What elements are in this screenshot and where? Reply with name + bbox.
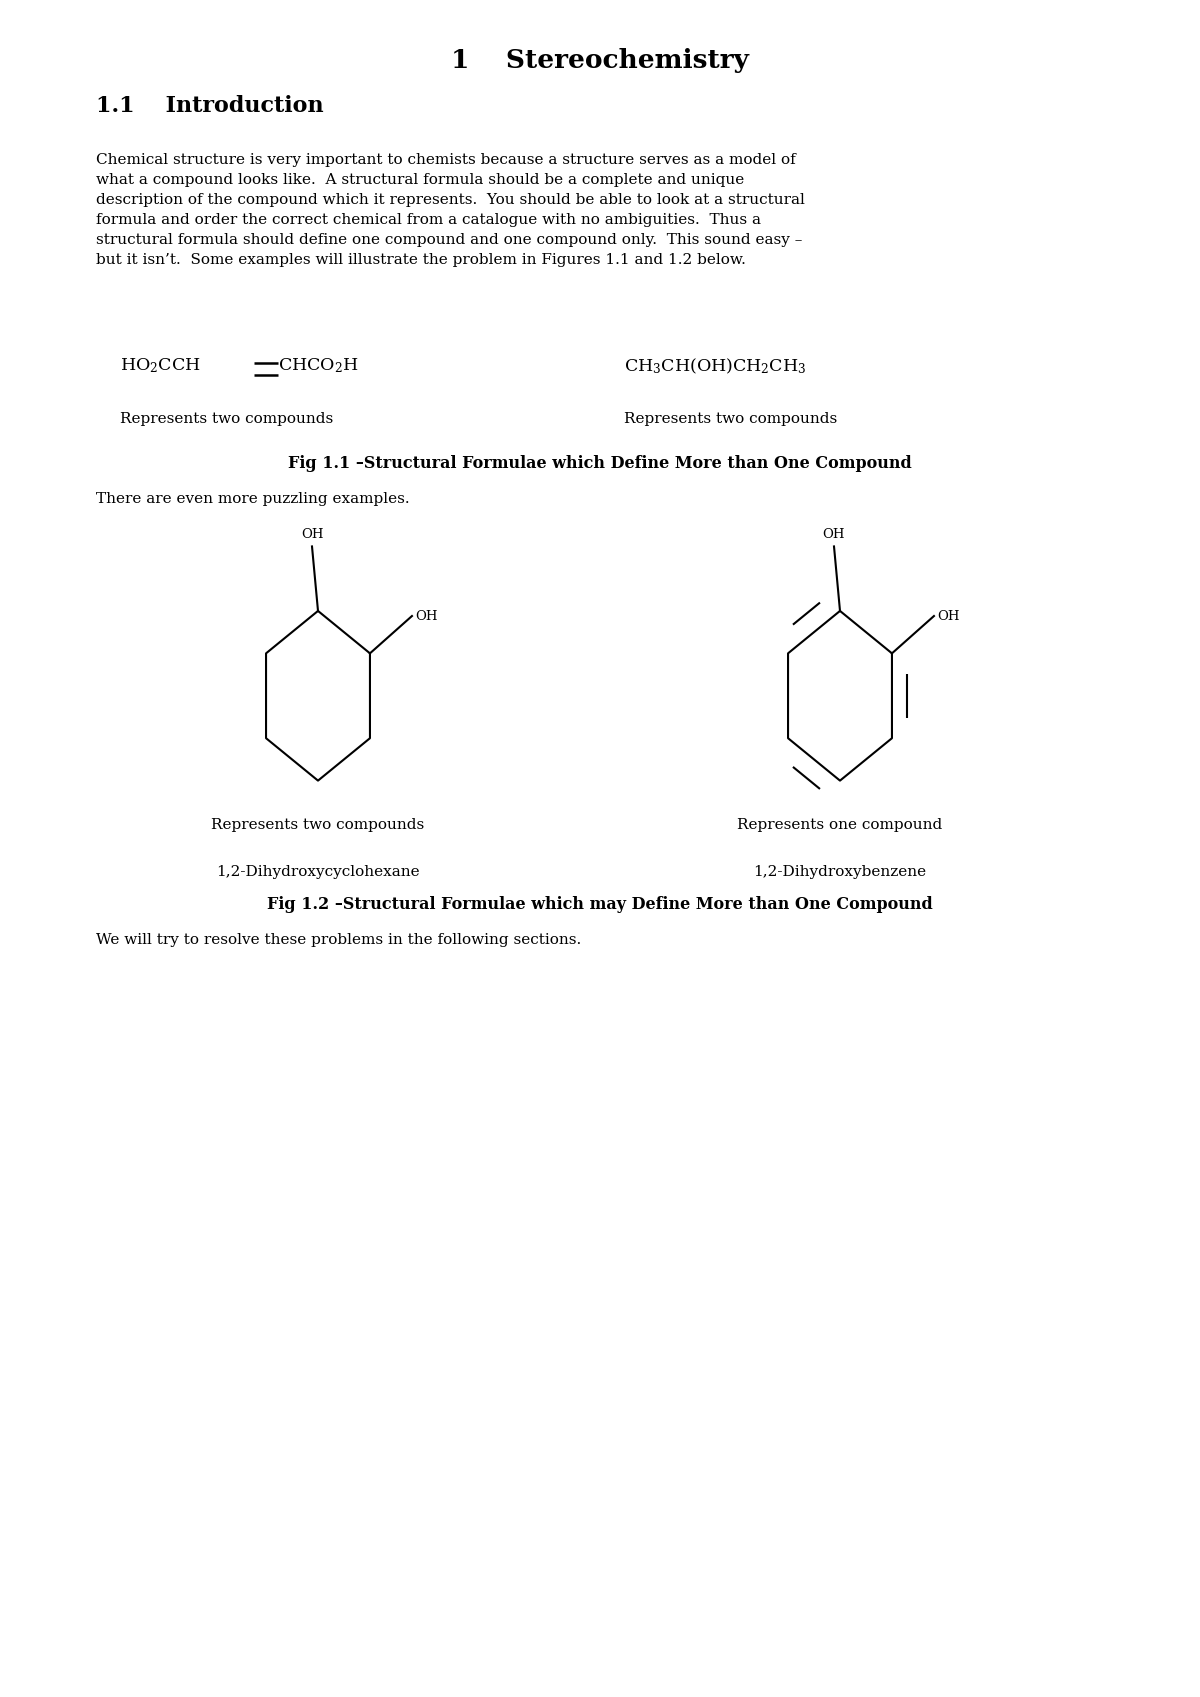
Text: 1,2-Dihydroxycyclohexane: 1,2-Dihydroxycyclohexane — [216, 865, 420, 879]
Text: There are even more puzzling examples.: There are even more puzzling examples. — [96, 492, 409, 506]
Text: OH: OH — [823, 528, 845, 541]
Text: $\mathregular{CHCO_2H}$: $\mathregular{CHCO_2H}$ — [278, 356, 359, 375]
Text: $\mathregular{HO_2CCH}$: $\mathregular{HO_2CCH}$ — [120, 356, 200, 375]
Text: We will try to resolve these problems in the following sections.: We will try to resolve these problems in… — [96, 933, 581, 947]
Text: $\mathregular{CH_3CH(OH)CH_2CH_3}$: $\mathregular{CH_3CH(OH)CH_2CH_3}$ — [624, 356, 806, 375]
Text: OH: OH — [415, 609, 438, 623]
Text: Represents two compounds: Represents two compounds — [120, 412, 334, 426]
Text: 1.1    Introduction: 1.1 Introduction — [96, 95, 324, 117]
Text: Fig 1.1 –Structural Formulae which Define More than One Compound: Fig 1.1 –Structural Formulae which Defin… — [288, 455, 912, 472]
Text: OH: OH — [301, 528, 323, 541]
Text: 1    Stereochemistry: 1 Stereochemistry — [451, 48, 749, 73]
Text: Represents two compounds: Represents two compounds — [624, 412, 838, 426]
Text: OH: OH — [937, 609, 960, 623]
Text: Represents one compound: Represents one compound — [737, 818, 943, 832]
Text: 1,2-Dihydroxybenzene: 1,2-Dihydroxybenzene — [754, 865, 926, 879]
Text: Fig 1.2 –Structural Formulae which may Define More than One Compound: Fig 1.2 –Structural Formulae which may D… — [268, 896, 932, 913]
Text: Chemical structure is very important to chemists because a structure serves as a: Chemical structure is very important to … — [96, 153, 805, 266]
Text: Represents two compounds: Represents two compounds — [211, 818, 425, 832]
